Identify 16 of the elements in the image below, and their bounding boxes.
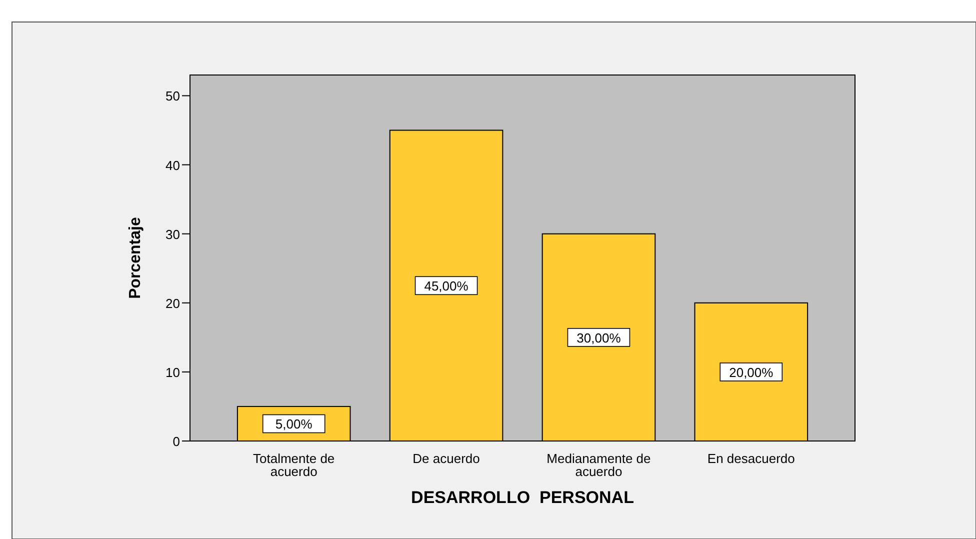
- y-tick-label: 40: [166, 158, 180, 173]
- data-label: 5,00%: [275, 416, 313, 432]
- x-tick-label: Medianamente de acuerdo: [546, 451, 651, 479]
- y-tick-label: 50: [166, 88, 180, 104]
- data-label: 20,00%: [729, 364, 774, 380]
- data-label: 45,00%: [424, 278, 469, 294]
- x-axis-title: DESARROLLO PERSONAL: [411, 488, 634, 507]
- y-axis-title: Porcentaje: [127, 216, 144, 299]
- x-tick-label: En desacuerdo: [707, 451, 795, 466]
- y-tick-label: 30: [166, 226, 180, 242]
- x-tick-label: Totalmente de acuerdo: [253, 451, 335, 479]
- y-tick-label: 0: [172, 434, 180, 449]
- data-label: 30,00%: [576, 330, 622, 346]
- x-tick-label: De acuerdo: [412, 451, 480, 466]
- y-tick-label: 10: [166, 364, 180, 380]
- y-tick-label: 20: [166, 296, 180, 311]
